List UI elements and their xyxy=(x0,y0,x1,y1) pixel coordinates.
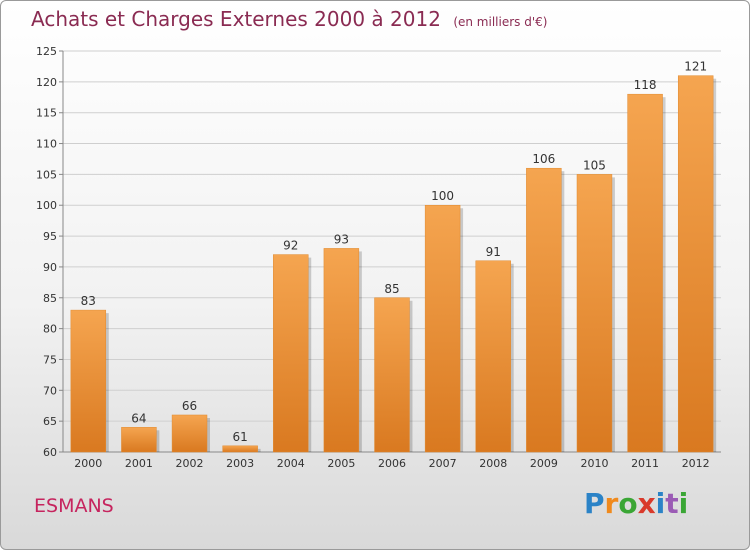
y-tick-label: 75 xyxy=(43,353,57,366)
chart-title-text: Achats et Charges Externes 2000 à 2012 xyxy=(31,7,441,31)
data-label: 85 xyxy=(384,282,399,296)
x-tick-label: 2006 xyxy=(378,457,406,470)
y-tick-label: 125 xyxy=(36,45,57,58)
logo-letter: P xyxy=(584,487,605,520)
bar-2008 xyxy=(475,260,511,453)
y-tick-label: 105 xyxy=(36,168,57,181)
bar-2003 xyxy=(222,445,258,453)
x-tick-label: 2008 xyxy=(479,457,507,470)
y-tick-label: 65 xyxy=(43,415,57,428)
bar-2005 xyxy=(323,248,360,453)
y-tick-label: 110 xyxy=(36,138,57,151)
x-tick-label: 2002 xyxy=(176,457,204,470)
chart-subtitle: (en milliers d'€) xyxy=(453,15,548,29)
bar-2001 xyxy=(121,427,157,453)
y-tick-label: 80 xyxy=(43,323,57,336)
x-tick-label: 2001 xyxy=(125,457,153,470)
data-label: 106 xyxy=(532,152,555,166)
logo-letter: i xyxy=(655,487,666,520)
logo-letter: i xyxy=(678,487,689,520)
logo-letter: o xyxy=(618,487,638,520)
data-label: 61 xyxy=(233,430,248,444)
bar-2009 xyxy=(526,167,562,453)
data-label: 118 xyxy=(634,78,657,92)
data-label: 83 xyxy=(81,294,96,308)
x-tick-label: 2011 xyxy=(631,457,659,470)
x-tick-label: 2007 xyxy=(429,457,457,470)
y-tick-label: 90 xyxy=(43,261,57,274)
bar-2011 xyxy=(627,93,663,453)
y-tick-label: 60 xyxy=(43,446,57,459)
data-label: 100 xyxy=(431,189,454,203)
bar-2002 xyxy=(171,414,208,453)
proxiti-logo: Proxiti xyxy=(584,487,688,520)
data-label: 121 xyxy=(684,60,707,74)
logo-letter: t xyxy=(665,487,679,520)
x-tick-label: 2009 xyxy=(530,457,558,470)
bar-2006 xyxy=(374,297,410,453)
bar-2004 xyxy=(273,254,309,453)
x-tick-label: 2005 xyxy=(327,457,355,470)
data-label: 93 xyxy=(334,232,349,246)
chart-title: Achats et Charges Externes 2000 à 2012 (… xyxy=(31,7,547,31)
data-label: 66 xyxy=(182,399,197,413)
bar-2000 xyxy=(70,309,107,453)
logo-letter: r xyxy=(604,487,619,520)
bar-2007 xyxy=(424,204,461,453)
bar-2010 xyxy=(576,174,613,453)
y-tick-label: 70 xyxy=(43,384,57,397)
x-tick-label: 2003 xyxy=(226,457,254,470)
location-label: ESMANS xyxy=(34,495,114,517)
x-tick-label: 2004 xyxy=(277,457,305,470)
y-tick-label: 100 xyxy=(36,199,57,212)
bar-2012 xyxy=(677,75,714,453)
y-tick-label: 95 xyxy=(43,230,57,243)
data-label: 92 xyxy=(283,239,298,253)
x-tick-label: 2000 xyxy=(74,457,102,470)
data-label: 91 xyxy=(486,245,501,259)
y-tick-label: 85 xyxy=(43,292,57,305)
y-tick-label: 115 xyxy=(36,107,57,120)
x-tick-label: 2010 xyxy=(580,457,608,470)
data-label: 64 xyxy=(131,411,146,425)
y-tick-label: 120 xyxy=(36,76,57,89)
data-label: 105 xyxy=(583,158,606,172)
x-tick-label: 2012 xyxy=(682,457,710,470)
logo-letter: x xyxy=(637,487,656,520)
